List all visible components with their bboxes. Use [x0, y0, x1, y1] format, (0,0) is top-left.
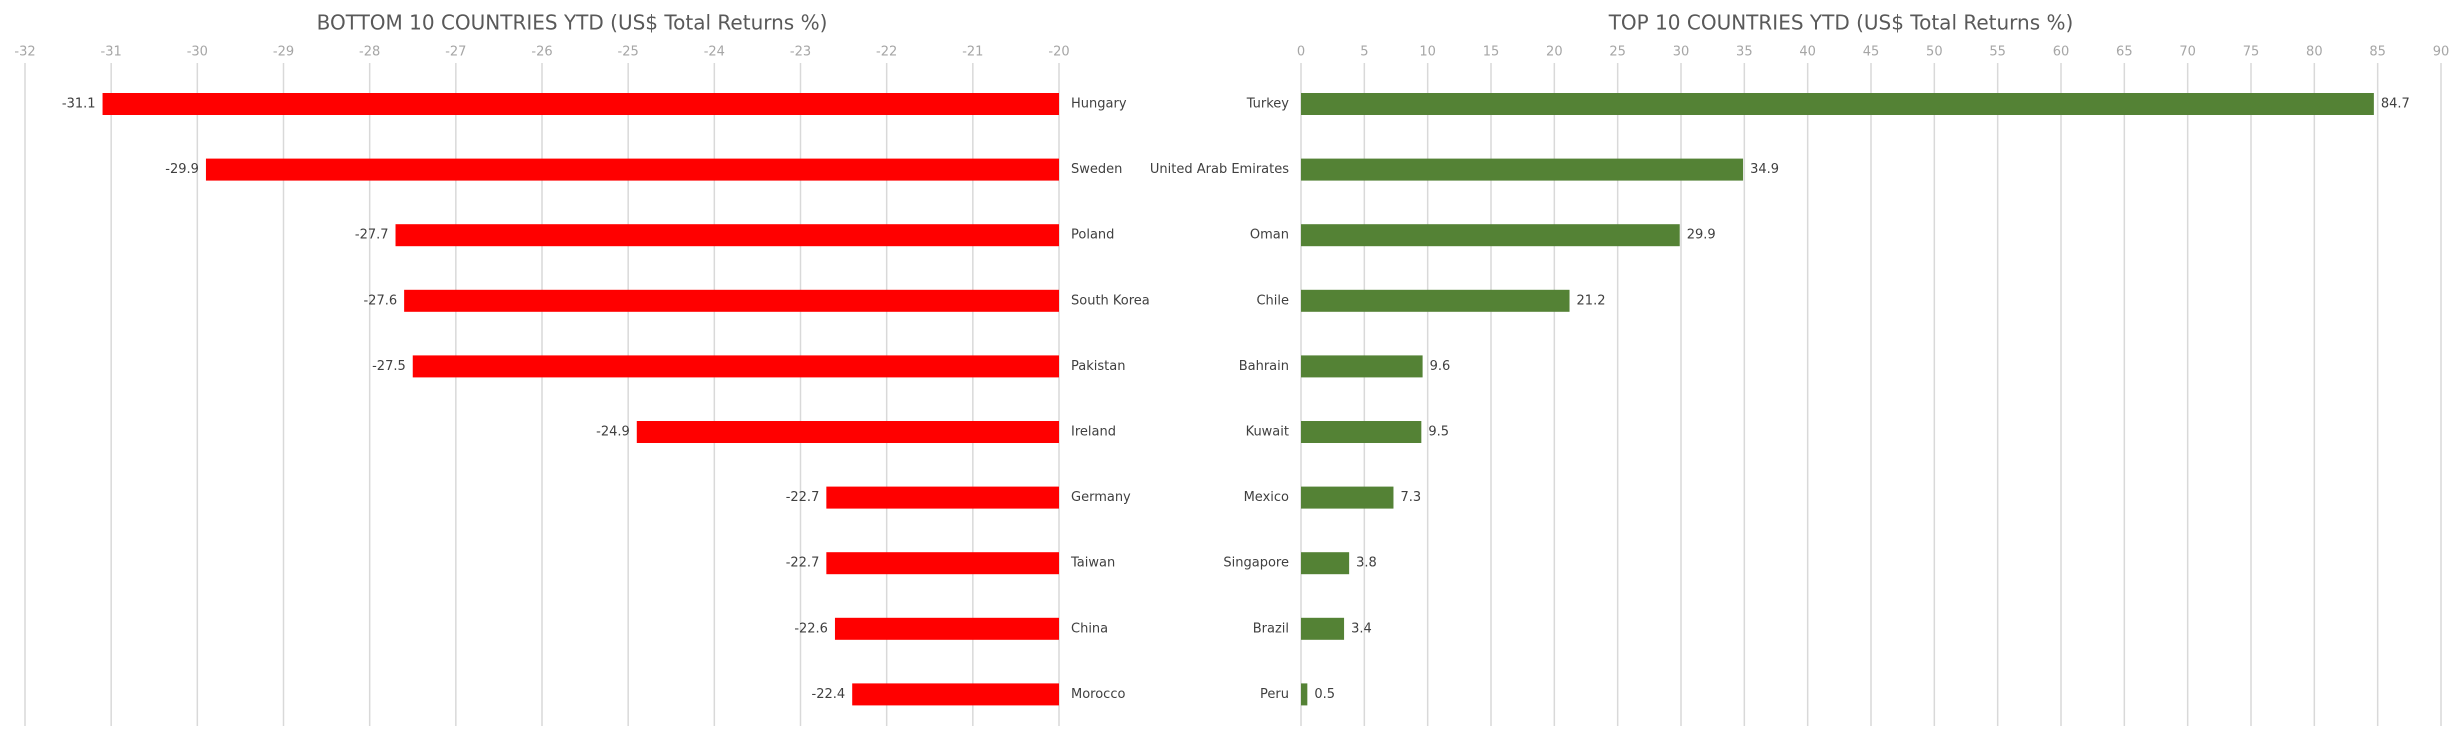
x-tick-label: 85 [2369, 45, 2386, 60]
bar [395, 224, 1059, 247]
bar [834, 617, 1059, 640]
x-tick-label: 10 [1419, 45, 1436, 60]
x-tick-label: -28 [359, 45, 380, 60]
bar [205, 158, 1059, 181]
value-label: 84.7 [2381, 97, 2410, 112]
x-tick-label: -24 [704, 45, 725, 60]
x-tick-label: -26 [531, 45, 552, 60]
bar [1301, 683, 1308, 706]
x-tick-label: 5 [1360, 45, 1368, 60]
x-tick-label: 0 [1297, 45, 1305, 60]
category-label: Oman [1250, 228, 1289, 243]
bar [852, 683, 1059, 706]
x-tick-label: 65 [2116, 45, 2133, 60]
category-label: Germany [1071, 490, 1131, 505]
category-label: Brazil [1253, 621, 1289, 636]
chart-title: TOP 10 COUNTRIES YTD (US$ Total Returns … [1608, 11, 2074, 35]
category-label: China [1071, 621, 1108, 636]
x-tick-label: 70 [2179, 45, 2196, 60]
value-label: -22.6 [794, 621, 828, 636]
value-label: -22.7 [786, 490, 820, 505]
value-label: -24.9 [596, 425, 630, 440]
value-label: 0.5 [1314, 687, 1335, 702]
category-label: Kuwait [1246, 425, 1289, 440]
x-tick-label: 20 [1546, 45, 1563, 60]
x-tick-label: -29 [273, 45, 294, 60]
category-label: Peru [1260, 687, 1289, 702]
x-tick-label: -32 [14, 45, 35, 60]
category-label: United Arab Emirates [1150, 162, 1289, 177]
bar [1301, 158, 1744, 181]
value-label: -27.5 [372, 359, 406, 374]
bar [1301, 552, 1350, 575]
x-tick-label: -21 [962, 45, 983, 60]
bar [412, 355, 1059, 378]
bar [1301, 486, 1394, 509]
value-label: 21.2 [1577, 293, 1606, 308]
x-tick-label: -22 [876, 45, 897, 60]
x-tick-label: -30 [187, 45, 208, 60]
category-label: Poland [1071, 228, 1114, 243]
category-label: Chile [1256, 293, 1289, 308]
x-tick-label: -25 [618, 45, 639, 60]
x-tick-label: 25 [1609, 45, 1626, 60]
value-label: -27.6 [363, 293, 397, 308]
x-tick-label: 15 [1483, 45, 1500, 60]
x-tick-label: 60 [2053, 45, 2070, 60]
x-tick-label: 75 [2243, 45, 2260, 60]
value-label: 7.3 [1400, 490, 1421, 505]
x-tick-label: 30 [1673, 45, 1690, 60]
category-label: Pakistan [1071, 359, 1125, 374]
x-tick-label: -20 [1048, 45, 1069, 60]
bar [1301, 355, 1423, 378]
x-tick-label: 50 [1926, 45, 1943, 60]
category-label: Ireland [1071, 425, 1116, 440]
category-label: Hungary [1071, 97, 1127, 112]
value-label: 3.4 [1351, 621, 1372, 636]
category-label: South Korea [1071, 293, 1150, 308]
category-label: Sweden [1071, 162, 1122, 177]
x-tick-label: 80 [2306, 45, 2323, 60]
bar [636, 421, 1059, 443]
category-label: Mexico [1244, 490, 1289, 505]
bar [1301, 617, 1345, 640]
bar [1301, 289, 1570, 312]
x-tick-label: -23 [790, 45, 811, 60]
value-label: -22.4 [812, 687, 846, 702]
value-label: 9.5 [1428, 425, 1449, 440]
bar [1301, 421, 1422, 443]
category-label: Taiwan [1070, 556, 1115, 571]
x-tick-label: -27 [445, 45, 466, 60]
value-label: 34.9 [1750, 162, 1779, 177]
value-label: -27.7 [355, 228, 389, 243]
category-label: Singapore [1223, 556, 1289, 571]
x-tick-label: -31 [101, 45, 122, 60]
bar [826, 486, 1059, 509]
value-label: -22.7 [786, 556, 820, 571]
value-label: 29.9 [1687, 228, 1716, 243]
chart-title: BOTTOM 10 COUNTRIES YTD (US$ Total Retur… [317, 11, 828, 35]
value-label: 3.8 [1356, 556, 1377, 571]
category-label: Turkey [1246, 97, 1290, 112]
bar [1301, 93, 2374, 115]
x-tick-label: 35 [1736, 45, 1753, 60]
bar [1301, 224, 1680, 247]
category-label: Bahrain [1239, 359, 1289, 374]
x-tick-label: 90 [2433, 45, 2450, 60]
x-tick-label: 45 [1863, 45, 1880, 60]
value-label: 9.6 [1430, 359, 1451, 374]
category-label: Morocco [1071, 687, 1125, 702]
bar [102, 93, 1060, 115]
value-label: -31.1 [62, 97, 96, 112]
bar [404, 289, 1060, 312]
value-label: -29.9 [165, 162, 199, 177]
bar [826, 552, 1059, 575]
x-tick-label: 55 [1989, 45, 2006, 60]
x-tick-label: 40 [1799, 45, 1816, 60]
